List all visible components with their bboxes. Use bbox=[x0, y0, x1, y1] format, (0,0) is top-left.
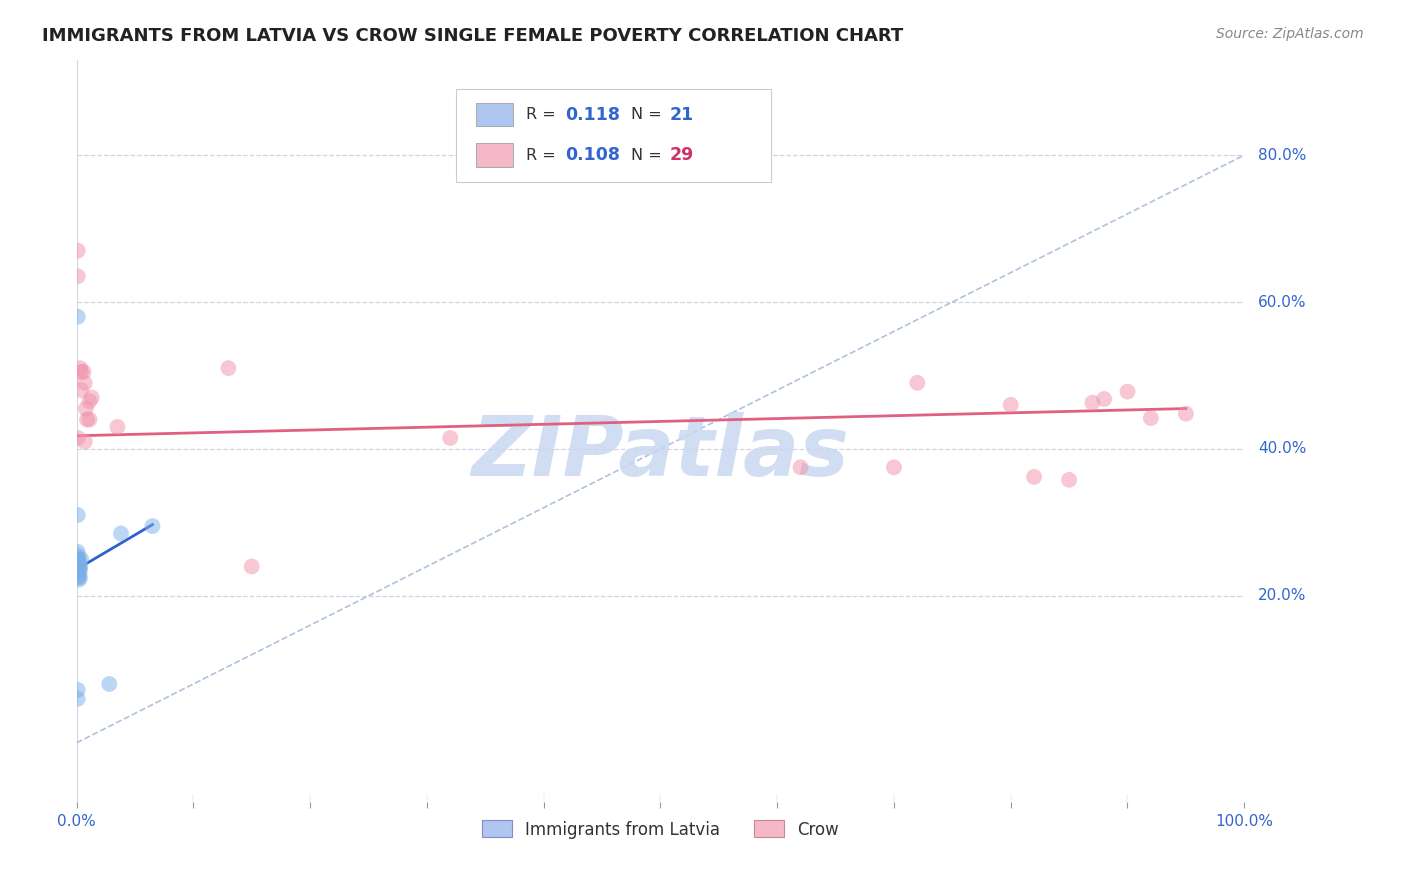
Point bbox=[67, 573, 90, 587]
Point bbox=[439, 431, 461, 445]
Point bbox=[69, 559, 91, 574]
Point bbox=[69, 361, 91, 376]
Point bbox=[79, 394, 101, 409]
Point bbox=[98, 677, 121, 691]
Point bbox=[66, 269, 89, 284]
Text: ZIPatlas: ZIPatlas bbox=[471, 412, 849, 493]
Point bbox=[1116, 384, 1139, 399]
Text: 20.0%: 20.0% bbox=[1258, 589, 1306, 603]
Point bbox=[1092, 392, 1115, 406]
Text: 21: 21 bbox=[669, 105, 695, 123]
Point bbox=[66, 682, 89, 697]
Point bbox=[217, 361, 239, 376]
Point bbox=[1140, 411, 1163, 425]
Point bbox=[69, 570, 91, 584]
Point bbox=[141, 519, 163, 533]
Point bbox=[66, 552, 89, 566]
Point bbox=[1081, 395, 1104, 409]
Text: 60.0%: 60.0% bbox=[1258, 294, 1306, 310]
Point bbox=[66, 549, 89, 563]
Point bbox=[66, 431, 89, 445]
Point bbox=[1057, 473, 1080, 487]
Point bbox=[1000, 398, 1022, 412]
Point bbox=[73, 376, 96, 390]
Point bbox=[80, 391, 103, 405]
Point bbox=[1022, 470, 1045, 484]
Point bbox=[67, 568, 90, 582]
Point bbox=[1174, 407, 1197, 421]
Text: 40.0%: 40.0% bbox=[1258, 442, 1306, 457]
Legend: Immigrants from Latvia, Crow: Immigrants from Latvia, Crow bbox=[475, 814, 845, 846]
Point bbox=[70, 365, 93, 379]
Point bbox=[66, 310, 89, 324]
Text: Source: ZipAtlas.com: Source: ZipAtlas.com bbox=[1216, 27, 1364, 41]
Text: N =: N = bbox=[631, 107, 666, 122]
Point bbox=[67, 556, 90, 570]
Point bbox=[66, 545, 89, 559]
Point bbox=[66, 508, 89, 522]
Point bbox=[883, 460, 905, 475]
Point bbox=[66, 558, 89, 572]
FancyBboxPatch shape bbox=[475, 103, 513, 127]
Text: 29: 29 bbox=[669, 146, 695, 164]
Point bbox=[66, 691, 89, 706]
FancyBboxPatch shape bbox=[456, 89, 772, 182]
Point bbox=[72, 365, 94, 379]
Point bbox=[76, 412, 98, 426]
Point bbox=[66, 553, 89, 567]
Text: 80.0%: 80.0% bbox=[1258, 147, 1306, 162]
Text: IMMIGRANTS FROM LATVIA VS CROW SINGLE FEMALE POVERTY CORRELATION CHART: IMMIGRANTS FROM LATVIA VS CROW SINGLE FE… bbox=[42, 27, 904, 45]
FancyBboxPatch shape bbox=[475, 144, 513, 167]
Point bbox=[66, 562, 89, 576]
Text: R =: R = bbox=[526, 107, 561, 122]
Point bbox=[66, 559, 89, 574]
Point bbox=[66, 244, 89, 258]
Text: N =: N = bbox=[631, 148, 666, 163]
Point bbox=[66, 556, 89, 570]
Text: R =: R = bbox=[526, 148, 561, 163]
Point bbox=[107, 420, 129, 434]
Text: 0.118: 0.118 bbox=[565, 105, 620, 123]
Point bbox=[66, 570, 89, 584]
Point bbox=[789, 460, 811, 475]
Point bbox=[75, 401, 97, 416]
Point bbox=[70, 383, 93, 397]
Point bbox=[110, 526, 132, 541]
Point bbox=[67, 563, 90, 577]
Text: 0.108: 0.108 bbox=[565, 146, 620, 164]
Point bbox=[66, 566, 89, 580]
Point bbox=[79, 412, 101, 426]
Point bbox=[73, 434, 96, 449]
Point bbox=[905, 376, 928, 390]
Point bbox=[69, 563, 91, 577]
Point bbox=[67, 552, 90, 566]
Point bbox=[70, 552, 93, 566]
Point bbox=[67, 559, 90, 574]
Point bbox=[240, 559, 263, 574]
